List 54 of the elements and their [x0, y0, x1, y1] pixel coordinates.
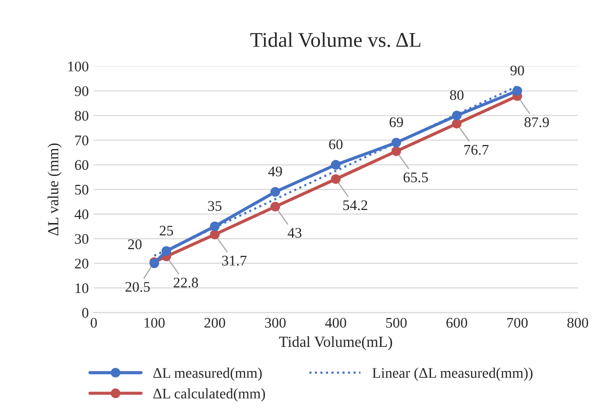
x-tick-label: 200: [204, 318, 226, 328]
data-label: 69: [390, 117, 403, 128]
y-axis-title: ΔL value (mm): [48, 143, 62, 236]
y-tick-label: 90: [74, 86, 88, 96]
data-label: 60: [329, 139, 343, 150]
point: [270, 187, 280, 197]
data-label: 43: [288, 228, 302, 238]
x-tick-label: 700: [507, 318, 528, 328]
y-tick-label: 60: [74, 160, 88, 170]
chart-title: Tidal Volume vs. ΔL: [250, 32, 420, 48]
y-tick-label: 0: [82, 308, 88, 318]
x-tick-label: 600: [446, 318, 468, 328]
data-label: 35: [208, 201, 222, 211]
point: [452, 110, 462, 120]
y-tick-label: 40: [74, 209, 88, 220]
point: [452, 118, 462, 128]
point: [391, 138, 402, 148]
data-label: 90: [510, 66, 524, 76]
legend-label: ΔL calculated(mm): [153, 388, 265, 402]
x-tick-label: 800: [567, 318, 588, 328]
point: [330, 174, 341, 184]
data-label: 25: [160, 226, 174, 236]
point: [330, 160, 341, 170]
point: [210, 230, 220, 240]
data-label: 87.9: [524, 117, 549, 128]
x-tick-label: 300: [265, 318, 286, 328]
legend-label: ΔL measured(mm): [153, 368, 262, 381]
point: [512, 86, 522, 96]
x-tick-label: 100: [144, 318, 165, 328]
data-label: 49: [268, 166, 282, 176]
data-label: 22.8: [174, 278, 198, 288]
point: [162, 246, 172, 256]
point: [270, 202, 280, 212]
point: [210, 221, 220, 232]
data-label: 80: [450, 90, 464, 100]
legend-label: Linear (ΔL measured(mm)): [372, 368, 532, 381]
data-label: 54.2: [343, 200, 368, 210]
x-tick-label: 500: [386, 318, 407, 328]
data-label: 76.7: [464, 144, 489, 155]
y-tick-label: 50: [75, 184, 88, 195]
y-tick-label: 20: [74, 258, 88, 269]
y-tick-label: 100: [68, 62, 88, 72]
y-tick-label: 10: [76, 283, 88, 294]
y-tick-label: 70: [75, 136, 88, 146]
data-label: 20: [128, 239, 142, 250]
x-axis-title: Tidal Volume(mL): [279, 336, 392, 350]
data-label: 20.5: [125, 282, 150, 292]
x-tick-label: 400: [325, 318, 346, 328]
point: [391, 146, 402, 156]
data-label: 65.5: [404, 172, 428, 182]
y-tick-label: 80: [74, 110, 88, 121]
y-tick-label: 30: [75, 234, 88, 244]
data-label: 31.7: [222, 256, 247, 266]
x-tick-label: 0: [90, 318, 97, 328]
